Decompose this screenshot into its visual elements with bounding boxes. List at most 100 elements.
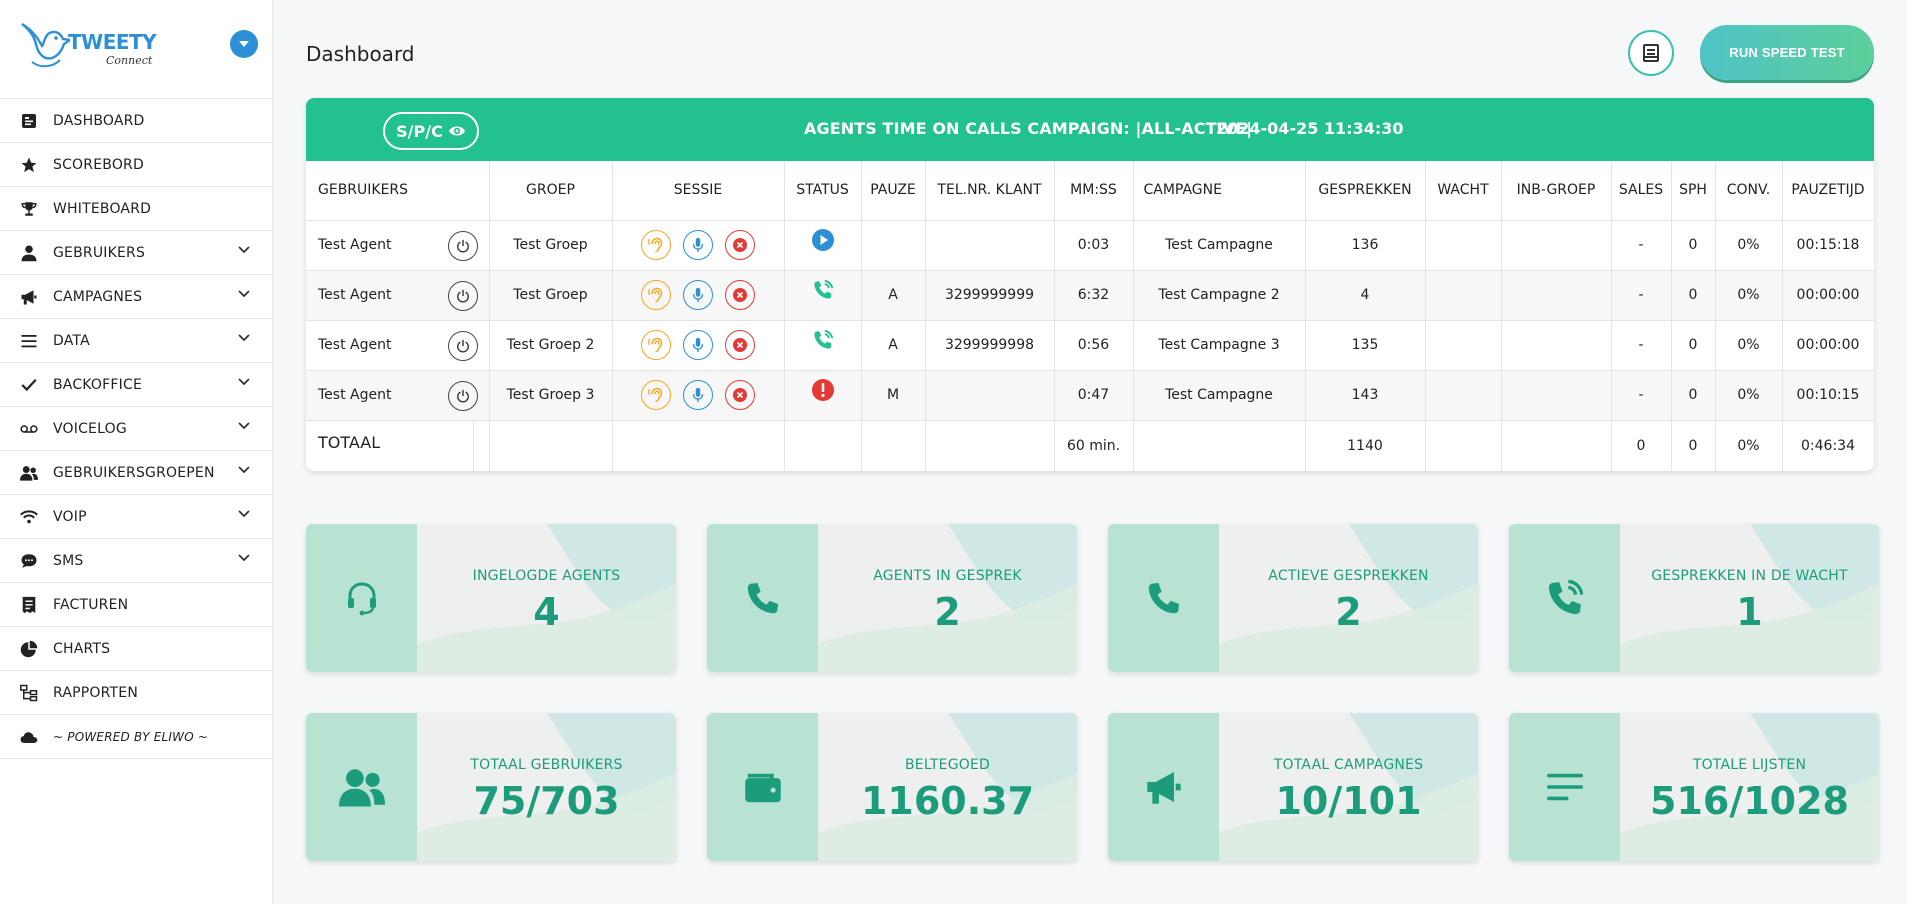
calls-cell: 136: [1305, 220, 1426, 271]
logo[interactable]: TWEETY Connect: [18, 16, 168, 72]
column-header: MM:SS: [1054, 161, 1134, 221]
sidebar-item-whiteboard[interactable]: WHITEBOARD: [0, 187, 272, 231]
sidebar-item-voip[interactable]: VOIP: [0, 495, 272, 539]
megaphone-icon: [20, 288, 38, 306]
table-header-row: GEBRUIKERS GROEP SESSIE STATUS PAUZE TEL.NR. …: [306, 161, 1874, 221]
hangup-button[interactable]: [725, 330, 755, 360]
total-duration: 60 min.: [1054, 420, 1134, 471]
phone-ringing-icon: [812, 279, 834, 305]
whisper-button[interactable]: [683, 380, 713, 410]
sidebar-item-gebruikers[interactable]: GEBRUIKERS: [0, 231, 272, 275]
logout-agent-button[interactable]: [447, 330, 478, 361]
chevron-down-icon: [238, 246, 250, 254]
microphone-icon: [692, 337, 704, 353]
hangup-button[interactable]: [725, 380, 755, 410]
stat-card-agents-in-gesprek: AGENTS IN GESPREK 2: [707, 524, 1077, 672]
empty-cell: [1133, 420, 1306, 471]
hangup-button[interactable]: [725, 230, 755, 260]
total-conversion: 0%: [1715, 420, 1783, 471]
alert-icon: [811, 378, 835, 406]
sidebar-item-scorebord[interactable]: SCOREBORD: [0, 143, 272, 187]
column-header: WACHT: [1425, 161, 1502, 221]
sidebar-item-backoffice[interactable]: BACKOFFICE: [0, 363, 272, 407]
whisper-button[interactable]: [683, 330, 713, 360]
sidebar-item-facturen[interactable]: FACTUREN: [0, 583, 272, 627]
conversion-cell: 0%: [1715, 270, 1783, 321]
sidebar-item-label: SMS: [53, 552, 84, 569]
card-value: 2: [934, 590, 961, 634]
pause-time-cell: 00:10:15: [1782, 370, 1874, 421]
sidebar-item-gebruikersgroepen[interactable]: GEBRUIKERSGROEPEN: [0, 451, 272, 495]
logout-agent-button[interactable]: [447, 230, 478, 261]
brand-dropdown-button[interactable]: [230, 30, 258, 58]
column-header: CONV.: [1715, 161, 1783, 221]
status-cell: [784, 320, 862, 371]
agent-cell: Test Agent: [306, 270, 490, 321]
users-icon: [338, 767, 385, 807]
sidebar-item-charts[interactable]: CHARTS: [0, 627, 272, 671]
column-header: SESSIE: [612, 161, 785, 221]
brand-subtitle: Connect: [106, 54, 153, 67]
wait-cell: [1425, 370, 1502, 421]
whisper-button[interactable]: [683, 280, 713, 310]
inbound-group-cell: [1501, 370, 1612, 421]
chevron-down-icon: [238, 290, 250, 298]
sidebar: TWEETY Connect DASHBOARD SCOREBORD WHITEBO…: [0, 0, 273, 904]
card-background: [417, 524, 676, 672]
sidebar-item-data[interactable]: DATA: [0, 319, 272, 363]
agent-cell: Test Agent: [306, 320, 490, 371]
column-header: PAUZETIJD: [1782, 161, 1874, 221]
spc-label: S/P/C: [396, 121, 443, 141]
document-icon: [1643, 44, 1659, 62]
document-button[interactable]: [1628, 30, 1674, 76]
logout-agent-button[interactable]: [447, 280, 478, 311]
sph-cell: 0: [1671, 270, 1716, 321]
empty-cell: [612, 420, 785, 471]
listen-button[interactable]: [641, 230, 671, 260]
headset-icon: [342, 578, 382, 618]
logout-agent-button[interactable]: [447, 380, 478, 411]
power-icon: [456, 289, 469, 302]
whisper-button[interactable]: [683, 230, 713, 260]
total-sales: 0: [1611, 420, 1672, 471]
star-icon: [20, 156, 38, 174]
total-label: TOTAAL: [306, 420, 490, 471]
customer-phone-cell: [925, 220, 1055, 271]
sidebar-item-campagnes[interactable]: CAMPAGNES: [0, 275, 272, 319]
agent-name: Test Agent: [318, 287, 392, 303]
sidebar-item-powered-by-eliwo[interactable]: ~ POWERED BY ELIWO ~: [0, 715, 272, 759]
stat-card-beltegoed: BELTEGOED 1160.37: [707, 713, 1077, 861]
session-cell: [612, 220, 785, 271]
card-background: [1219, 713, 1478, 861]
sidebar-item-rapporten[interactable]: RAPPORTEN: [0, 671, 272, 715]
stat-card-ingelogde-agents: INGELOGDE AGENTS 4: [306, 524, 676, 672]
card-value: 10/101: [1275, 779, 1422, 823]
duration-cell: 0:47: [1054, 370, 1134, 421]
sidebar-item-sms[interactable]: SMS: [0, 539, 272, 583]
calls-cell: 143: [1305, 370, 1426, 421]
empty-cell: [489, 420, 613, 471]
campaign-cell: Test Campagne 3: [1133, 320, 1306, 371]
microphone-icon: [692, 287, 704, 303]
listen-button[interactable]: [641, 380, 671, 410]
chevron-down-icon: [238, 554, 250, 562]
sidebar-item-dashboard[interactable]: DASHBOARD: [0, 99, 272, 143]
card-value: 1: [1736, 590, 1763, 634]
card-value: 4: [533, 590, 560, 634]
run-speed-test-button[interactable]: RUN SPEED TEST: [1700, 25, 1874, 80]
hangup-button[interactable]: [725, 280, 755, 310]
listen-button[interactable]: [641, 280, 671, 310]
agents-table: GEBRUIKERS GROEP SESSIE STATUS PAUZE TEL.NR. …: [306, 161, 1874, 471]
caret-down-icon: [239, 41, 249, 47]
spc-toggle-button[interactable]: S/P/C: [383, 112, 479, 150]
inbound-group-cell: [1501, 270, 1612, 321]
ear-icon: [648, 287, 663, 303]
power-icon: [456, 239, 469, 252]
sidebar-item-voicelog[interactable]: VOICELOG: [0, 407, 272, 451]
group-cell: Test Groep: [489, 270, 613, 321]
group-cell: Test Groep: [489, 220, 613, 271]
listen-button[interactable]: [641, 330, 671, 360]
empty-cell: [925, 420, 1055, 471]
wait-cell: [1425, 270, 1502, 321]
sidebar-item-label: CAMPAGNES: [53, 288, 143, 305]
